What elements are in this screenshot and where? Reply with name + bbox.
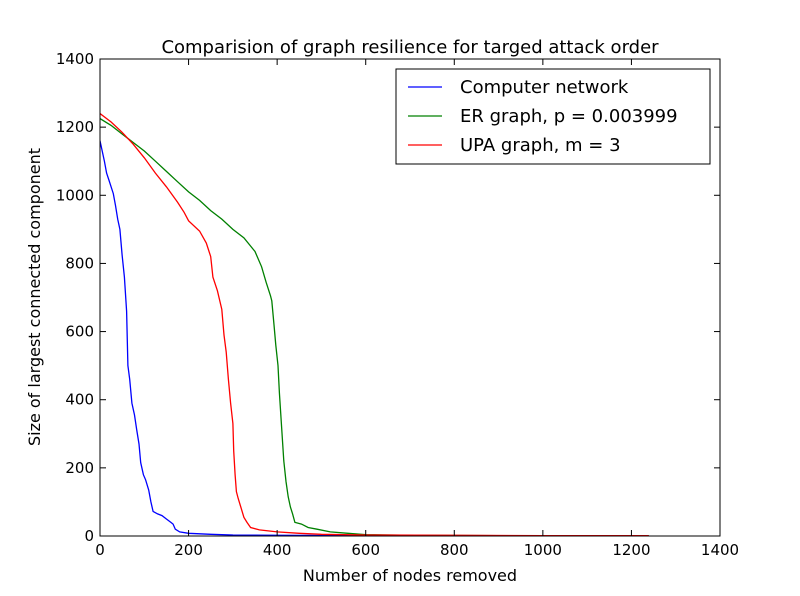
x-tick-label: 800 xyxy=(440,541,469,559)
x-tick-label: 1000 xyxy=(524,541,562,559)
legend-label: Computer network xyxy=(460,77,629,98)
y-tick-label: 1400 xyxy=(56,50,94,68)
x-axis-label: Number of nodes removed xyxy=(303,566,517,585)
x-tick-label: 1200 xyxy=(612,541,650,559)
x-tick-label: 0 xyxy=(95,541,105,559)
legend-label: ER graph, p = 0.003999 xyxy=(460,106,678,127)
legend-box xyxy=(395,68,711,165)
legend: Computer network ER graph, p = 0.003999 UP… xyxy=(395,68,711,165)
series-line-1 xyxy=(100,140,649,536)
y-tick-label: 1000 xyxy=(56,186,94,204)
chart-title: Comparision of graph resilience for targ… xyxy=(161,37,659,58)
y-tick-label: 400 xyxy=(65,391,94,409)
series-line-2 xyxy=(100,118,649,536)
x-tick-label: 200 xyxy=(174,541,203,559)
y-tick-label: 200 xyxy=(65,459,94,477)
y-tick-label: 1200 xyxy=(56,118,94,136)
x-tick-label: 400 xyxy=(263,541,292,559)
plot-frame xyxy=(99,58,721,537)
y-tick-label: 600 xyxy=(65,323,94,341)
y-axis-label: Size of largest connected component xyxy=(25,148,44,446)
x-tick-label: 1400 xyxy=(701,541,739,559)
ticks-layer: 0 200 400 600 800 1000 1200 1400 0 200 400 600 800 10… xyxy=(56,50,739,559)
y-tick-label: 800 xyxy=(65,254,94,272)
y-tick-label: 0 xyxy=(84,527,94,545)
x-tick-label: 600 xyxy=(351,541,380,559)
legend-label: UPA graph, m = 3 xyxy=(460,135,621,156)
